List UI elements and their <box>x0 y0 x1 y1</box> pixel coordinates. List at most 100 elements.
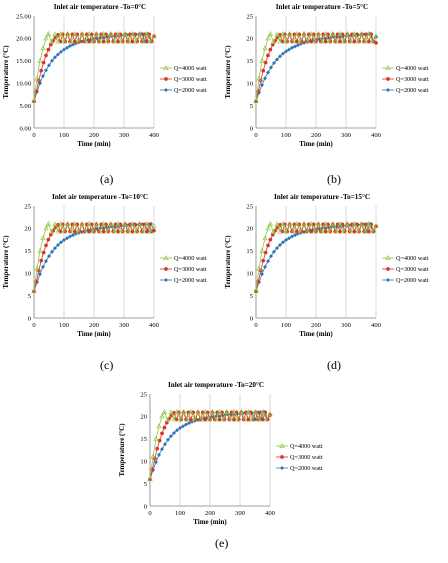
data-point-triangle <box>55 38 61 44</box>
data-point-triangle <box>262 45 268 51</box>
data-point-diamond <box>164 88 168 92</box>
chart-title: Inlet air temperature -To=0°C <box>54 3 146 11</box>
data-point-diamond <box>169 434 173 439</box>
data-point-triangle <box>245 409 252 414</box>
data-point-circle <box>101 229 106 234</box>
data-point-triangle <box>312 38 318 44</box>
data-point-triangle <box>122 221 128 226</box>
data-point-triangle <box>234 416 241 422</box>
data-point-circle <box>70 222 75 227</box>
data-point-circle <box>234 410 239 415</box>
data-point-circle <box>260 417 265 422</box>
data-point-diamond <box>71 42 75 47</box>
data-point-diamond <box>290 45 294 50</box>
data-point-circle <box>294 229 299 234</box>
data-point-diamond <box>187 421 191 426</box>
x-tick-label: 400 <box>149 132 160 139</box>
legend-label: Q=2000 watt <box>396 277 429 284</box>
data-point-triangle <box>64 31 71 36</box>
legend-entry: Q=2000 watt <box>160 87 207 94</box>
data-point-triangle <box>274 31 280 37</box>
x-tick-label: 100 <box>281 132 292 139</box>
data-point-circle <box>306 32 311 37</box>
data-point-diamond <box>296 43 300 48</box>
data-point-triangle <box>52 31 58 37</box>
data-point-diamond <box>284 49 288 54</box>
data-point-diamond <box>101 225 105 230</box>
data-point-circle <box>101 39 106 44</box>
data-point-circle <box>364 32 369 37</box>
data-point-triangle <box>315 221 322 226</box>
data-point-circle <box>142 32 147 37</box>
data-point-triangle <box>290 38 296 44</box>
data-point-circle <box>335 32 340 37</box>
data-point-diamond <box>278 54 282 59</box>
series-q-4000-watt <box>253 221 379 294</box>
y-axis-label: Temperature (°C) <box>2 45 10 99</box>
data-point-circle <box>354 32 359 37</box>
data-point-triangle <box>64 221 71 226</box>
legend-label: Q=4000 watt <box>396 65 429 72</box>
data-point-triangle <box>115 31 121 36</box>
data-point-circle <box>294 39 299 44</box>
y-tick-label: 15 <box>140 436 147 443</box>
data-point-triangle <box>259 57 265 63</box>
y-tick-label: 25 <box>24 203 31 210</box>
data-point-triangle <box>34 265 40 271</box>
data-point-triangle <box>108 31 114 36</box>
chart-panel-a: Inlet air temperature -To=0°C 0 100 200 300 4… <box>0 0 215 185</box>
data-point-circle <box>84 32 89 37</box>
data-point-triangle <box>362 38 368 44</box>
data-point-triangle <box>333 228 340 234</box>
x-tick-label: 0 <box>32 132 36 139</box>
data-point-triangle <box>216 409 223 414</box>
data-point-triangle <box>280 31 286 36</box>
data-point-circle <box>186 410 191 415</box>
data-point-diamond <box>269 254 273 259</box>
data-point-diamond <box>164 278 168 282</box>
data-point-triangle <box>90 38 96 44</box>
data-point-triangle <box>118 38 125 44</box>
data-point-circle <box>89 222 94 227</box>
x-tick-label: 100 <box>59 132 70 139</box>
data-point-circle <box>104 32 108 37</box>
legend-label: Q=2000 watt <box>396 87 429 94</box>
x-tick-label: 200 <box>89 132 100 139</box>
caption-e: (e) <box>215 536 229 550</box>
data-point-triangle <box>75 228 82 234</box>
x-tick-label: 400 <box>371 322 382 329</box>
legend-entry: Q=2000 watt <box>160 277 207 284</box>
data-point-triangle <box>163 255 169 260</box>
legend-entry: Q=4000 watt <box>276 443 323 450</box>
data-point-triangle <box>150 453 156 459</box>
data-point-triangle <box>366 221 372 226</box>
data-point-diamond <box>217 413 221 418</box>
data-point-triangle <box>100 31 107 36</box>
data-point-triangle <box>144 221 150 226</box>
legend-entry: Q=2000 watt <box>276 465 323 472</box>
data-point-diamond <box>284 238 288 243</box>
data-point-diamond <box>50 249 54 254</box>
data-point-circle <box>386 267 390 271</box>
data-point-circle <box>164 77 168 81</box>
x-tick-label: 400 <box>265 510 276 517</box>
data-point-diamond <box>65 45 69 50</box>
data-point-circle <box>144 39 149 44</box>
data-point-triangle <box>177 416 183 422</box>
data-point-circle <box>386 77 390 81</box>
data-point-triangle <box>126 38 132 44</box>
chart-title: Inlet air temperature -To=10°C <box>52 193 148 201</box>
data-point-circle <box>261 258 266 263</box>
data-point-diamond <box>290 234 294 239</box>
data-point-circle <box>130 39 135 44</box>
data-point-circle <box>132 222 137 227</box>
data-point-triangle <box>337 221 343 226</box>
y-tick-label: 25 <box>246 13 253 20</box>
data-point-diamond <box>53 55 57 60</box>
data-point-triangle <box>308 31 314 36</box>
data-point-triangle <box>40 45 46 51</box>
data-point-circle <box>191 410 196 415</box>
chart-title: Inlet air temperature -To=15°C <box>274 193 370 201</box>
data-point-triangle <box>97 38 103 44</box>
y-tick-label: 10.00 <box>16 81 32 88</box>
